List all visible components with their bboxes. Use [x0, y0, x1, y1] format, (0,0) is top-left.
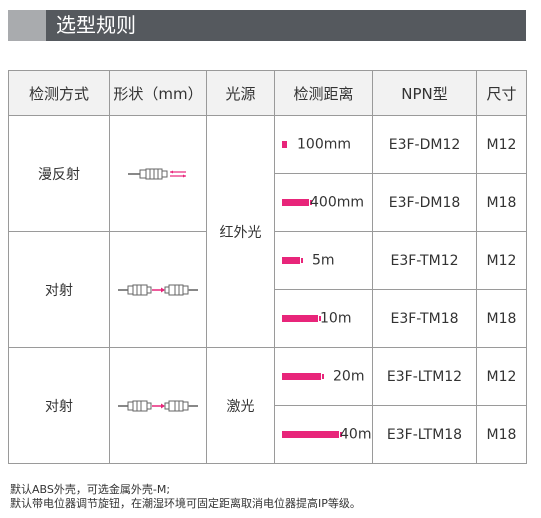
footnote-2: 默认带电位器调节旋钮，在潮湿环境可固定距离取消电位器提高IP等级。 [10, 497, 361, 510]
mode-cell-through-beam-laser: 对射 [8, 347, 110, 464]
size-cell: M12 [476, 347, 527, 406]
model-cell: E3F-TM18 [372, 289, 477, 348]
size-cell: M12 [476, 231, 527, 290]
size-cell: M18 [476, 289, 527, 348]
model-cell: E3F-LTM12 [372, 347, 477, 406]
shape-cell [109, 115, 207, 232]
header-detection-mode: 检测方式 [8, 70, 110, 116]
section-header-accent [8, 10, 46, 41]
header-shape: 形状（mm） [109, 70, 207, 116]
model-cell: E3F-DM18 [372, 173, 477, 232]
distance-label: 40m [340, 426, 372, 443]
through-beam-sensor-icon [118, 284, 198, 295]
light-source-cell-laser: 激光 [206, 347, 275, 464]
size-cell: M18 [476, 173, 527, 232]
diffuse-sensor-icon [128, 168, 186, 179]
through-beam-sensor-icon [118, 400, 198, 411]
size-cell: M18 [476, 405, 527, 464]
header-size: 尺寸 [476, 70, 527, 116]
distance-bar [282, 140, 287, 148]
mode-cell-through-beam: 对射 [8, 231, 110, 348]
distance-cell: 100mm [274, 115, 373, 174]
distance-label: 20m [333, 368, 365, 385]
distance-cell: 400mm [274, 173, 373, 232]
table-row: 漫反射 红外光 100mm [8, 115, 527, 348]
distance-bar [282, 256, 303, 264]
table-row: 对射 激光 [8, 347, 527, 464]
mode-cell-diffuse: 漫反射 [8, 115, 110, 232]
size-cell: M12 [476, 115, 527, 174]
distance-cell: 20m [274, 347, 373, 406]
header-npn: NPN型 [372, 70, 477, 116]
selection-table-wrapper: 检测方式 形状（mm） 光源 检测距离 NPN型 尺寸 漫反射 [8, 70, 527, 464]
distance-label: 400mm [310, 194, 364, 211]
distance-cell: 40m [274, 405, 373, 464]
distance-label: 10m [320, 310, 352, 327]
shape-cell [109, 231, 207, 348]
table-row: 对射 5m [8, 231, 527, 348]
model-cell: E3F-TM12 [372, 231, 477, 290]
model-cell: E3F-LTM18 [372, 405, 477, 464]
header-light-source: 光源 [206, 70, 275, 116]
header-distance: 检测距离 [274, 70, 373, 116]
distance-bar [282, 198, 312, 206]
distance-cell: 5m [274, 231, 373, 290]
section-header [8, 10, 526, 41]
shape-cell [109, 347, 207, 464]
distance-label: 100mm [297, 136, 351, 153]
distance-cell: 10m [274, 289, 373, 348]
section-title: 选型规则 [56, 13, 136, 37]
light-source-cell-ir: 红外光 [206, 115, 275, 348]
model-cell: E3F-DM12 [372, 115, 477, 174]
table-row: 400mm E3F-DM18 M18 [9, 173, 527, 232]
table-row: 40m E3F-LTM18 M18 [9, 405, 527, 464]
table-row: 10m E3F-TM18 M18 [9, 289, 527, 348]
footnote-1: 默认ABS外壳，可选金属外壳-M; [10, 483, 171, 496]
distance-label: 5m [312, 252, 335, 269]
distance-bar [282, 372, 324, 380]
distance-bar [282, 430, 342, 438]
selection-table: 检测方式 形状（mm） 光源 检测距离 NPN型 尺寸 漫反射 [8, 70, 527, 464]
table-header-row: 检测方式 形状（mm） 光源 检测距离 NPN型 尺寸 [8, 70, 527, 116]
distance-bar [282, 314, 321, 322]
